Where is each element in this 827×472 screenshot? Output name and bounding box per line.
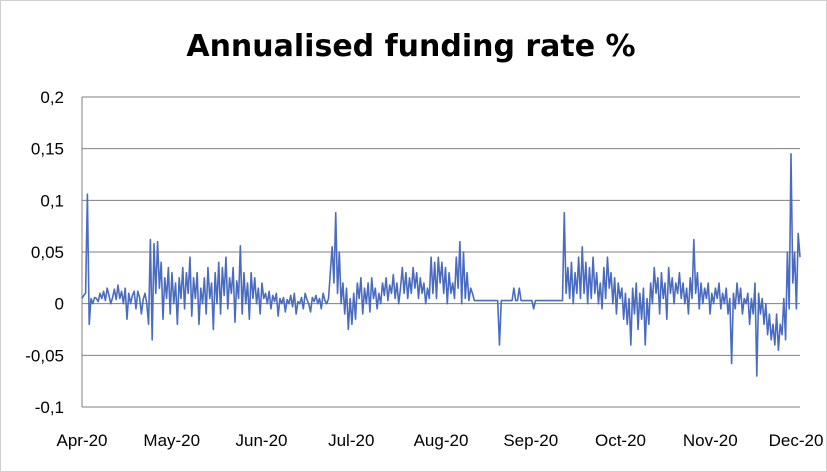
- x-tick-label: Jul-20: [328, 431, 374, 450]
- x-axis-tick-labels: Apr-20 May-20 Jun-20 Jul-20 Aug-20 Sep-20 Oct-…: [56, 431, 823, 450]
- x-tick-label: Apr-20: [56, 431, 107, 450]
- x-tick-label: Jun-20: [236, 431, 288, 450]
- series-line: [81, 153, 801, 377]
- y-tick-label: 0,15: [31, 140, 64, 159]
- x-tick-label: Dec-20: [769, 431, 824, 450]
- x-tick-label: Aug-20: [414, 431, 469, 450]
- x-tick-label: Nov-20: [683, 431, 738, 450]
- y-axis-tick-labels: 0,2 0,15 0,1 0,05 0 -0,05 -0,1: [25, 88, 64, 417]
- y-tick-label: -0,05: [25, 346, 64, 365]
- y-tick-label: 0,1: [40, 191, 64, 210]
- x-tick-label: May-20: [143, 431, 200, 450]
- gridlines: [81, 96, 800, 407]
- chart-title: Annualised funding rate %: [186, 29, 635, 64]
- x-tick-label: Sep-20: [503, 431, 558, 450]
- x-tick-label: Oct-20: [595, 431, 646, 450]
- y-tick-label: -0,1: [35, 398, 64, 417]
- y-tick-label: 0,2: [40, 88, 64, 107]
- y-tick-label: 0,05: [31, 243, 64, 262]
- y-tick-label: 0: [55, 295, 64, 314]
